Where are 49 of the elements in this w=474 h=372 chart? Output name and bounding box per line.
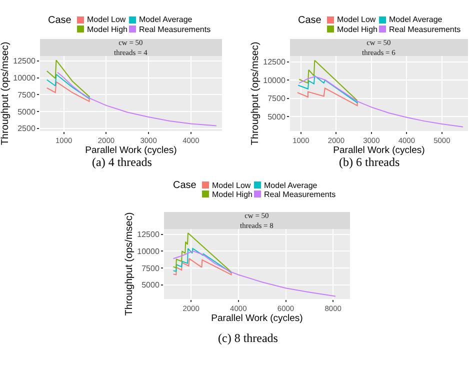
line-series	[172, 232, 232, 273]
y-tick-label: 10000	[13, 74, 36, 83]
legend-label: Model Average	[389, 15, 443, 24]
y-axis-title: Throughput (ops/msec)	[250, 42, 262, 146]
y-tick-label: 5000	[142, 280, 160, 290]
legend-label: Model Average	[139, 15, 193, 24]
line-series	[298, 75, 358, 104]
line-series	[172, 250, 336, 297]
y-tick-label: 5000	[18, 107, 36, 116]
text: (b) 6 threads	[339, 155, 400, 169]
line-series	[46, 60, 90, 98]
legend-label: Real Measurements	[389, 25, 461, 34]
line-series	[46, 74, 90, 100]
legend-label: Model Low	[87, 15, 126, 24]
line-series	[56, 72, 217, 126]
y-tick-label: 7500	[268, 94, 286, 104]
y-tick-label: 5000	[268, 112, 286, 122]
legend-label: Model Average	[264, 181, 318, 190]
line-series	[172, 248, 232, 274]
legend-label: Model Low	[212, 181, 251, 190]
y-tick-label: 10000	[137, 246, 160, 256]
y-tick-label: 12500	[263, 58, 286, 67]
line-series	[46, 81, 90, 102]
legend-title: Case	[48, 15, 72, 26]
legend-title: Case	[173, 180, 197, 191]
legend-title: Case	[298, 15, 322, 26]
y-tick-label: 10000	[263, 76, 286, 85]
x-axis-title: Parallel Work (cycles)	[85, 145, 177, 156]
line-series	[298, 60, 358, 102]
text: (c) 8 threads	[218, 331, 278, 345]
legend-label: Model Low	[337, 15, 376, 24]
legend-label: Model High	[87, 25, 128, 34]
legend-label: Model High	[337, 25, 378, 34]
line-series	[298, 76, 464, 128]
y-tick-label: 2500	[18, 124, 36, 134]
x-axis-title: Parallel Work (cycles)	[211, 313, 303, 324]
y-axis-title: Throughput (ops/msec)	[0, 42, 12, 146]
legend-label: Real Measurements	[139, 25, 211, 34]
y-tick-label: 7500	[18, 90, 36, 100]
legend-label: Model High	[212, 190, 252, 199]
legend-label: Real Measurements	[264, 190, 336, 199]
line-series	[172, 258, 232, 276]
y-axis-title: Throughput (ops/msec)	[124, 212, 136, 316]
text: (a) 4 threads	[92, 155, 152, 169]
x-axis-title: Parallel Work (cycles)	[333, 145, 425, 156]
line-series	[296, 88, 358, 106]
y-tick-label: 12500	[13, 56, 36, 66]
y-tick-label: 12500	[137, 230, 160, 240]
y-tick-label: 7500	[142, 264, 160, 273]
